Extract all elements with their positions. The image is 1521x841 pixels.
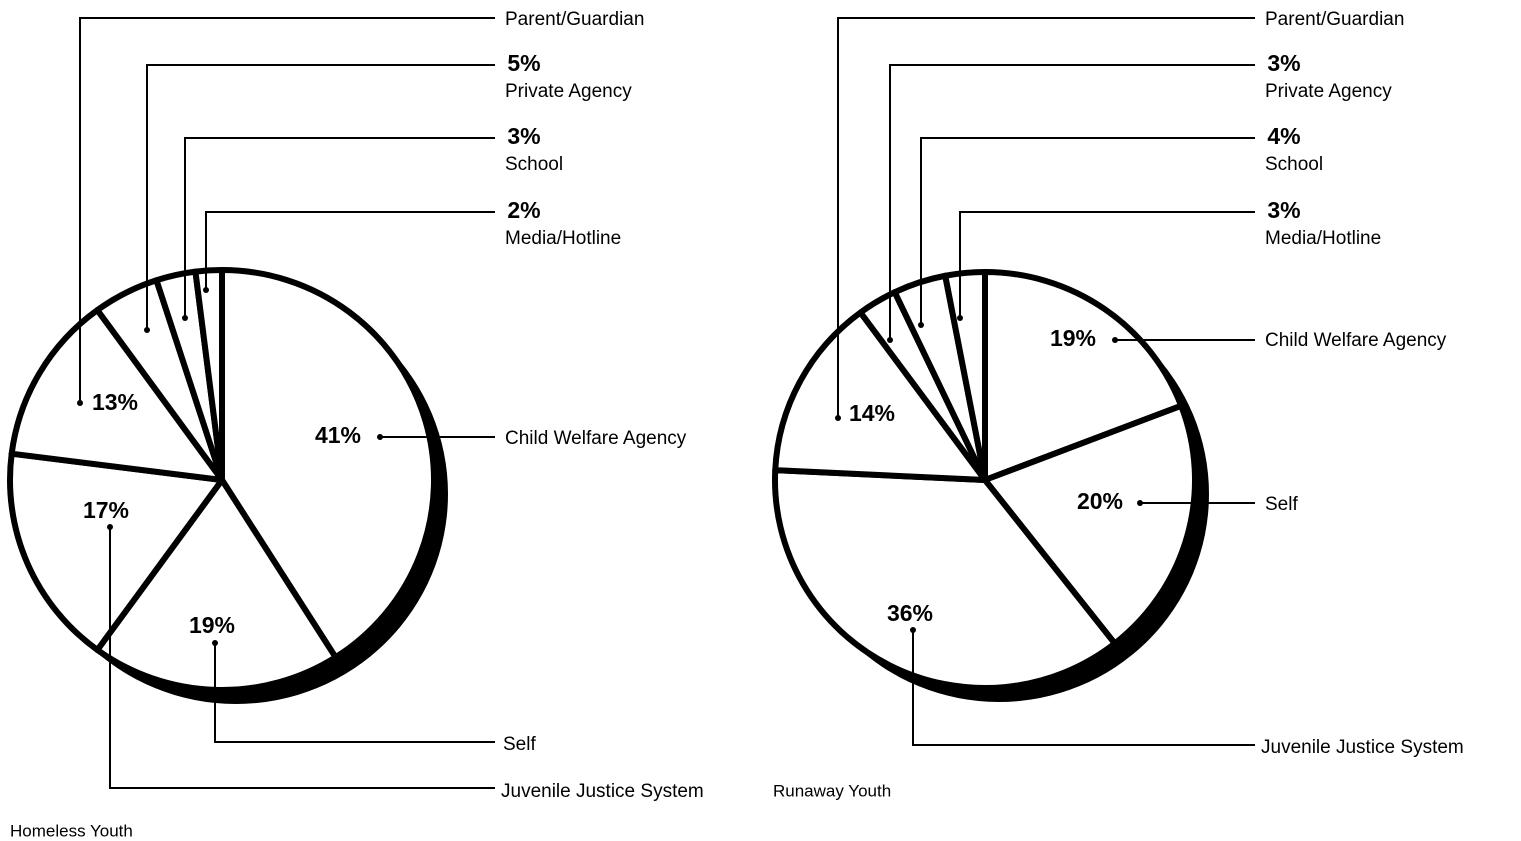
leader-dot: [918, 322, 924, 328]
leader-dot: [77, 400, 83, 406]
leader-dot: [910, 627, 916, 633]
pie-slice: [7, 450, 225, 653]
leader-dot: [107, 524, 113, 530]
category-label: Parent/Guardian: [505, 9, 644, 30]
leader-dot: [203, 287, 209, 293]
leader-line: [912, 630, 1255, 746]
value-label: 4%: [1267, 123, 1300, 149]
value-label: 3%: [1267, 50, 1300, 76]
category-label: Media/Hotline: [505, 228, 621, 249]
leader-dot: [835, 415, 841, 421]
pie-slice: [982, 402, 1198, 647]
leader-dot: [887, 337, 893, 343]
pie-slice: [942, 269, 988, 483]
pie-slice: [8, 307, 225, 483]
value-label: 19%: [189, 612, 235, 638]
category-label: Parent/Guardian: [1265, 9, 1404, 30]
value-label: 3%: [507, 123, 540, 149]
category-label: Self: [1265, 494, 1298, 515]
chart-title: Runaway Youth: [773, 781, 891, 800]
leader-dot: [1112, 337, 1118, 343]
category-label: Private Agency: [1265, 81, 1392, 102]
value-label: 20%: [1077, 488, 1123, 514]
pie-slice: [192, 267, 225, 483]
leader-line: [959, 211, 1255, 318]
value-label: 5%: [507, 50, 540, 76]
category-label: School: [505, 154, 563, 175]
category-label: Juvenile Justice System: [501, 781, 704, 802]
category-label: Juvenile Justice System: [1261, 737, 1464, 758]
leader-line: [920, 137, 1255, 325]
category-label: School: [1265, 154, 1323, 175]
value-label: 2%: [507, 197, 540, 223]
leader-dot: [957, 315, 963, 321]
leader-line: [837, 17, 1255, 418]
value-label: 13%: [92, 389, 138, 415]
pie-slice: [772, 467, 1118, 691]
category-label: Child Welfare Agency: [1265, 330, 1447, 351]
leader-dot: [377, 434, 383, 440]
leader-line: [214, 643, 495, 743]
category-label: Media/Hotline: [1265, 228, 1381, 249]
leader-line: [109, 527, 495, 789]
leader-line: [184, 137, 495, 318]
value-label: 17%: [83, 497, 129, 523]
value-label: 19%: [1050, 325, 1096, 351]
value-label: 3%: [1267, 197, 1300, 223]
leader-dot: [1137, 500, 1143, 506]
category-label: Private Agency: [505, 81, 632, 102]
pie-slice: [772, 309, 988, 483]
leader-dot: [182, 315, 188, 321]
category-label: Child Welfare Agency: [505, 428, 687, 449]
leader-dot: [212, 640, 218, 646]
value-label: 41%: [315, 422, 361, 448]
leader-line: [889, 64, 1255, 340]
category-label: Self: [503, 734, 536, 755]
pie-slice: [982, 269, 1185, 483]
leader-dot: [144, 327, 150, 333]
value-label: 14%: [849, 400, 895, 426]
leader-line: [146, 64, 495, 330]
leader-line: [205, 211, 495, 290]
leader-line: [79, 17, 495, 403]
value-label: 36%: [887, 600, 933, 626]
chart-title: Homeless Youth: [10, 821, 133, 840]
